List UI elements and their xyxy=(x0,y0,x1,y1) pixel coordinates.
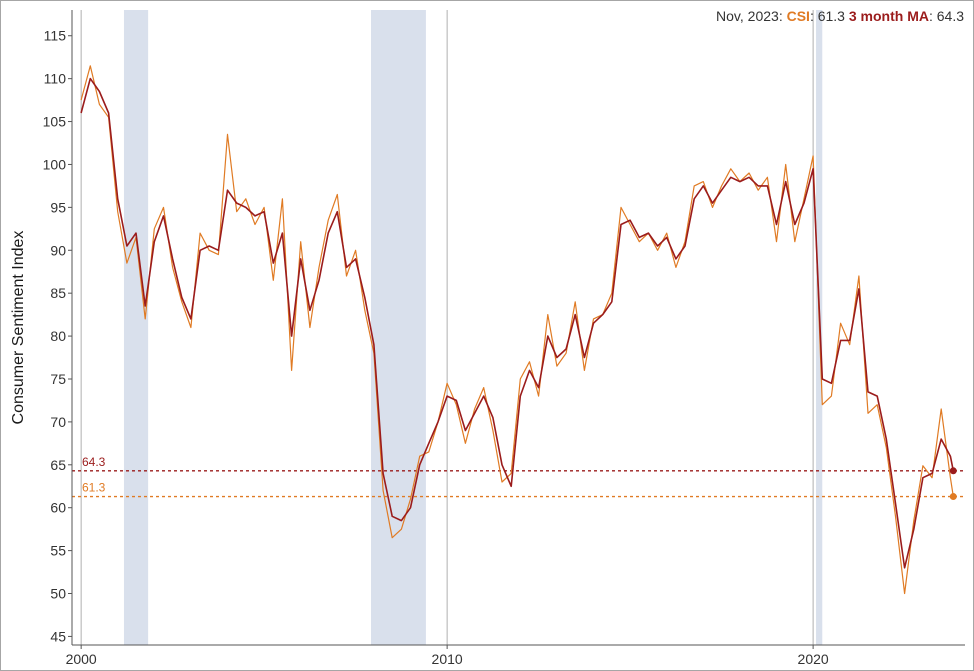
series-end-point xyxy=(949,493,957,501)
y-tick-label: 65 xyxy=(50,457,66,473)
y-tick-label: 75 xyxy=(50,371,66,387)
y-tick-label: 95 xyxy=(50,199,66,215)
series-line xyxy=(80,77,955,569)
y-tick-label: 45 xyxy=(50,628,66,644)
decade-lines xyxy=(80,10,814,645)
y-tick-label: 100 xyxy=(43,156,67,172)
value-readout: Nov, 2023: CSI: 61.3 3 month MA: 64.3 xyxy=(716,8,964,24)
reference-lines: 64.3 61.3 xyxy=(72,455,965,498)
y-tick-label: 115 xyxy=(44,28,67,44)
series-end-point xyxy=(949,467,957,475)
y-tick-label: 50 xyxy=(50,586,66,602)
y-tick-label: 80 xyxy=(50,328,66,344)
series-line xyxy=(80,65,954,595)
y-tick-label: 110 xyxy=(44,71,67,87)
y-tick-label: 105 xyxy=(43,114,67,130)
recession-band xyxy=(123,10,149,645)
reference-line-label: 64.3 xyxy=(82,455,106,469)
readout-ma-value: : 64.3 xyxy=(928,8,964,24)
reference-line-label: 61.3 xyxy=(82,481,106,495)
readout-csi-label: CSI xyxy=(786,8,810,24)
readout-ma-label: 3 month MA xyxy=(848,8,929,24)
x-tick-label: 2000 xyxy=(66,651,97,667)
readout-csi-value: : 61.3 xyxy=(809,8,845,24)
readout-date: Nov, 2023: xyxy=(716,8,783,24)
axes: 45 50 55 60 65 70 75 80 85 90 95 100 105 110 115 2000 20… xyxy=(43,10,965,667)
recession-band xyxy=(371,10,426,645)
recession-bands xyxy=(123,10,823,645)
y-tick-label: 70 xyxy=(50,414,66,430)
x-tick-label: 2010 xyxy=(432,651,463,667)
y-axis-label: Consumer Sentiment Index xyxy=(10,231,27,425)
y-tick-label: 60 xyxy=(50,500,66,516)
y-tick-label: 85 xyxy=(50,285,66,301)
series-lines xyxy=(80,65,957,595)
y-tick-label: 90 xyxy=(50,242,66,258)
x-tick-label: 2020 xyxy=(798,651,829,667)
y-tick-label: 55 xyxy=(50,543,66,559)
